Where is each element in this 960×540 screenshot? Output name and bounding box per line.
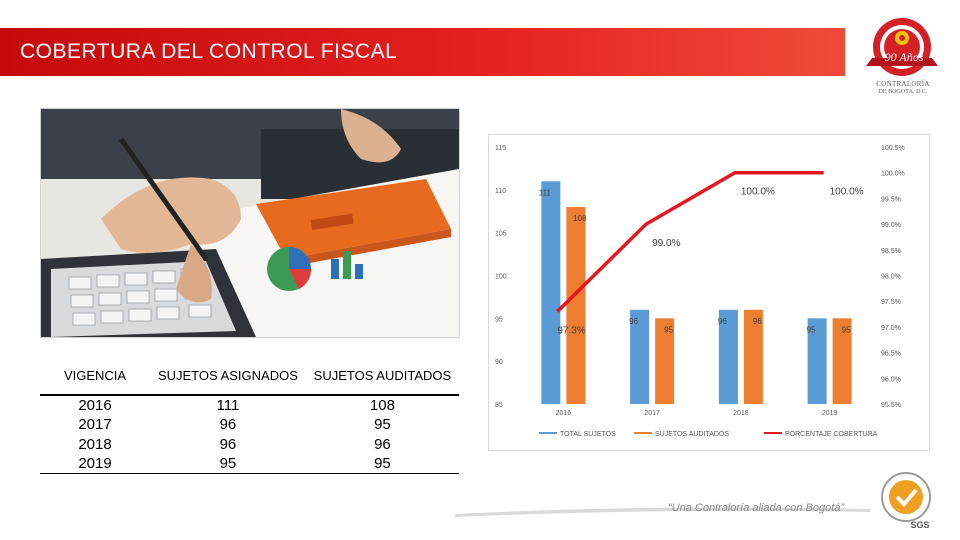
table-cell-year: 2018 bbox=[78, 435, 112, 453]
legend-label: PORCENTAJE COBERTURA bbox=[785, 431, 878, 438]
line-data-label: 97.3% bbox=[557, 325, 585, 336]
x-tick-label: 2019 bbox=[822, 410, 838, 417]
table-header-asignados: SUJETOS ASIGNADOS bbox=[150, 356, 306, 396]
logo-emblem-icon: 90 Años bbox=[866, 18, 938, 76]
bar-sujetos-auditados bbox=[566, 206, 586, 404]
bar-data-label: 108 bbox=[573, 214, 587, 223]
table-cell-asignados: 95 bbox=[150, 453, 306, 474]
table-cell-year: 2019 bbox=[40, 453, 150, 474]
legend-label: TOTAL SUJETOS bbox=[560, 431, 616, 438]
line-data-label: 100.0% bbox=[830, 187, 864, 198]
bar-sujetos-auditados bbox=[743, 309, 763, 404]
table-row: 2017 96 95 bbox=[40, 415, 459, 434]
bar-data-label: 96 bbox=[718, 317, 727, 326]
y-left-tick-label: 105 bbox=[495, 231, 507, 238]
bar-data-label: 96 bbox=[753, 317, 762, 326]
bar-data-label: 95 bbox=[807, 325, 816, 334]
sgs-certification-icon: SGS bbox=[881, 472, 931, 530]
y-left-tick-label: 90 bbox=[495, 359, 503, 366]
table-cell-asignados: 96 bbox=[219, 416, 237, 434]
table-header-auditados: SUJETOS AUDITADOS bbox=[305, 356, 459, 396]
y-left-tick-label: 85 bbox=[495, 402, 503, 409]
table-header-vigencia: VIGENCIA bbox=[40, 356, 150, 396]
x-tick-label: 2018 bbox=[733, 410, 749, 417]
table-row: 2018 96 96 bbox=[40, 434, 459, 453]
tagline: “Una Contraloría aliada con Bogotá” bbox=[668, 502, 845, 514]
y-right-tick-label: 100.0% bbox=[881, 171, 905, 178]
y-left-tick-label: 115 bbox=[495, 145, 506, 152]
y-right-tick-label: 99.0% bbox=[881, 222, 901, 229]
page-title: COBERTURA DEL CONTROL FISCAL bbox=[20, 40, 398, 63]
coverage-chart-svg: 115 110 105 100 95 90 85 100.5% 100.0% 99.5% 99.0%… bbox=[495, 145, 905, 438]
y-right-tick-label: 95.5% bbox=[881, 402, 901, 409]
y-right-tick-label: 97.5% bbox=[881, 299, 901, 306]
legend-label: SUJETOS AUDITADOS bbox=[655, 431, 729, 438]
sgs-label: SGS bbox=[910, 520, 929, 530]
table-cell-asignados: 111 bbox=[216, 397, 240, 415]
table-cell-auditados: 96 bbox=[374, 435, 391, 453]
finance-photo bbox=[40, 108, 460, 338]
bar-data-label: 96 bbox=[629, 317, 638, 326]
bar-total-sujetos bbox=[718, 309, 738, 404]
y-left-tick-label: 110 bbox=[495, 188, 506, 195]
contraloria-logo: 90 Años CONTRALORÍA DE BOGOTÁ, D.C. bbox=[858, 14, 948, 114]
line-porcentaje-cobertura bbox=[556, 170, 824, 313]
coverage-chart: 115 110 105 100 95 90 85 100.5% 100.0% 99.5% 99.0%… bbox=[488, 134, 930, 451]
bar-total-sujetos bbox=[630, 309, 650, 404]
y-left-tick-label: 100 bbox=[495, 274, 507, 281]
x-tick-label: 2016 bbox=[556, 410, 572, 417]
y-right-tick-label: 96.0% bbox=[881, 376, 901, 383]
y-right-tick-label: 98.5% bbox=[881, 248, 901, 255]
bar-data-label: 95 bbox=[664, 325, 673, 334]
y-right-tick-label: 100.5% bbox=[881, 145, 905, 152]
bar-total-sujetos bbox=[541, 181, 561, 404]
table-cell-auditados: 108 bbox=[369, 397, 395, 415]
x-tick-label: 2017 bbox=[644, 410, 660, 417]
logo-badge-text: 90 Años bbox=[885, 50, 924, 64]
bar-sujetos-auditados bbox=[832, 318, 852, 404]
table-cell-year: 2016 bbox=[78, 397, 112, 415]
table-cell-asignados: 96 bbox=[219, 435, 237, 453]
table-row: 2019 95 95 bbox=[40, 453, 459, 474]
line-data-label: 99.0% bbox=[652, 238, 680, 249]
bar-total-sujetos bbox=[807, 318, 827, 404]
bar-sujetos-auditados bbox=[655, 318, 675, 404]
table-cell-auditados: 95 bbox=[305, 453, 459, 474]
footer-swoosh-icon bbox=[455, 507, 870, 517]
logo-name: CONTRALORÍA bbox=[876, 80, 930, 88]
bar-data-label: 95 bbox=[842, 325, 851, 334]
line-data-label: 100.0% bbox=[741, 187, 775, 198]
desk-illustration-icon bbox=[41, 109, 459, 337]
y-right-tick-label: 98.0% bbox=[881, 274, 901, 281]
bar-data-label: 111 bbox=[539, 188, 552, 197]
table-cell-auditados: 95 bbox=[374, 416, 391, 434]
y-right-tick-label: 97.0% bbox=[881, 325, 901, 332]
logo-subname: DE BOGOTÁ, D.C. bbox=[878, 89, 928, 95]
y-left-tick-label: 95 bbox=[495, 316, 503, 323]
y-right-tick-label: 99.5% bbox=[881, 196, 901, 203]
y-right-tick-label: 96.5% bbox=[881, 351, 901, 358]
table-cell-year: 2017 bbox=[78, 416, 112, 434]
table-row: 2016 111 108 bbox=[40, 395, 459, 415]
coverage-table: VIGENCIA SUJETOS ASIGNADOS SUJETOS AUDIT… bbox=[40, 356, 459, 474]
title-bar: COBERTURA DEL CONTROL FISCAL bbox=[0, 28, 845, 76]
